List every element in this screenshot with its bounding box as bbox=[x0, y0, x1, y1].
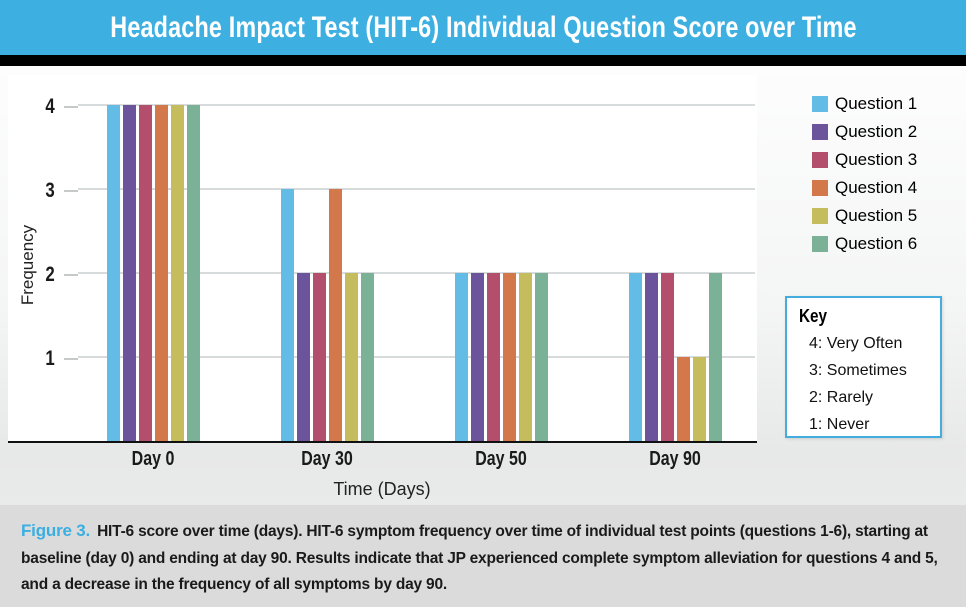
title-banner: Headache Impact Test (HIT-6) Individual … bbox=[0, 0, 966, 55]
bar-group-day-50 bbox=[455, 273, 548, 441]
caption: Figure 3. HIT-6 score over time (days). H… bbox=[0, 505, 966, 607]
legend-swatch bbox=[812, 124, 828, 140]
bar-question-4 bbox=[155, 105, 168, 441]
bar-group-day-0 bbox=[107, 105, 200, 441]
banner-underline bbox=[0, 55, 966, 66]
bar-question-1 bbox=[455, 273, 468, 441]
bar-question-3 bbox=[487, 273, 500, 441]
bar-question-4 bbox=[329, 189, 342, 441]
x-category-label: Day 50 bbox=[475, 448, 527, 470]
legend-row: Question 5 bbox=[812, 206, 918, 225]
bar-question-3 bbox=[661, 273, 674, 441]
bar-question-2 bbox=[123, 105, 136, 441]
bar-question-1 bbox=[107, 105, 120, 441]
bar-question-4 bbox=[677, 357, 690, 441]
bar-question-5 bbox=[171, 105, 184, 441]
gridline-4 bbox=[78, 104, 755, 106]
bar-question-4 bbox=[503, 273, 516, 441]
caption-text: HIT-6 score over time (days). HIT-6 symp… bbox=[21, 523, 938, 593]
y-tick-label: 1 bbox=[45, 347, 55, 370]
legend-label: Question 1 bbox=[835, 94, 918, 113]
caption-paragraph: Figure 3. HIT-6 score over time (days). H… bbox=[21, 518, 946, 599]
y-axis-label: Frequency bbox=[18, 224, 37, 306]
gridline-1 bbox=[78, 356, 755, 358]
bar-group-day-90 bbox=[629, 273, 722, 441]
legend-row: Question 2 bbox=[812, 122, 918, 141]
legend-row: Question 3 bbox=[812, 150, 918, 169]
legend-swatch bbox=[812, 236, 828, 252]
legend-row: Question 4 bbox=[812, 178, 918, 197]
key-item: 3: Sometimes bbox=[809, 362, 907, 379]
bar-question-6 bbox=[709, 273, 722, 441]
y-tick-label: 3 bbox=[45, 179, 55, 202]
key-item: 1: Never bbox=[809, 416, 870, 433]
y-tick-mark bbox=[64, 190, 78, 192]
legend-row: Question 1 bbox=[812, 94, 918, 113]
y-tick-mark bbox=[64, 358, 78, 360]
bar-question-6 bbox=[187, 105, 200, 441]
key-title: Key bbox=[799, 306, 828, 326]
bar-question-5 bbox=[345, 273, 358, 441]
key-items: 4: Very Often 3: Sometimes 2: Rarely 1: Nev… bbox=[799, 334, 932, 434]
legend-swatch bbox=[812, 208, 828, 224]
legend-row: Question 6 bbox=[812, 234, 918, 253]
legend: Question 1 Question 2 Question 3 Question 4… bbox=[812, 94, 918, 264]
y-tick-mark bbox=[64, 274, 78, 276]
y-tick-mark bbox=[64, 106, 78, 108]
plot-area bbox=[8, 75, 757, 443]
chart-region: Frequency 1 2 3 4 Day 0 Day 30 Day 50 Day 90 T… bbox=[0, 66, 966, 505]
x-category-label: Day 90 bbox=[649, 448, 701, 470]
x-category-label: Day 0 bbox=[131, 448, 175, 470]
legend-label: Question 2 bbox=[835, 122, 918, 141]
bar-group-day-30 bbox=[281, 189, 374, 441]
figure-title: Headache Impact Test (HIT-6) Individual … bbox=[109, 10, 857, 44]
gridline-2 bbox=[78, 272, 755, 274]
gridline-3 bbox=[78, 188, 755, 190]
x-axis-title: Time (Days) bbox=[333, 479, 431, 499]
legend-swatch bbox=[812, 152, 828, 168]
legend-swatch bbox=[812, 96, 828, 112]
legend-label: Question 5 bbox=[835, 206, 918, 225]
legend-label: Question 3 bbox=[835, 150, 918, 169]
y-tick-label: 2 bbox=[45, 263, 55, 286]
figure-label: Figure 3. bbox=[21, 521, 91, 540]
key-item: 4: Very Often bbox=[809, 335, 903, 352]
bar-question-5 bbox=[693, 357, 706, 441]
x-category-label: Day 30 bbox=[301, 448, 353, 470]
bar-question-5 bbox=[519, 273, 532, 441]
legend-swatch bbox=[812, 180, 828, 196]
bar-question-3 bbox=[313, 273, 326, 441]
key-box: Key 4: Very Often 3: Sometimes 2: Rarely 1:… bbox=[785, 296, 942, 438]
bar-question-2 bbox=[297, 273, 310, 441]
bar-question-6 bbox=[535, 273, 548, 441]
key-item: 2: Rarely bbox=[809, 389, 874, 406]
legend-label: Question 4 bbox=[835, 178, 918, 197]
bar-question-2 bbox=[471, 273, 484, 441]
y-tick-label: 4 bbox=[45, 95, 55, 118]
bar-question-1 bbox=[629, 273, 642, 441]
bar-question-3 bbox=[139, 105, 152, 441]
legend-label: Question 6 bbox=[835, 234, 918, 253]
bar-question-6 bbox=[361, 273, 374, 441]
bar-question-1 bbox=[281, 189, 294, 441]
bar-question-2 bbox=[645, 273, 658, 441]
